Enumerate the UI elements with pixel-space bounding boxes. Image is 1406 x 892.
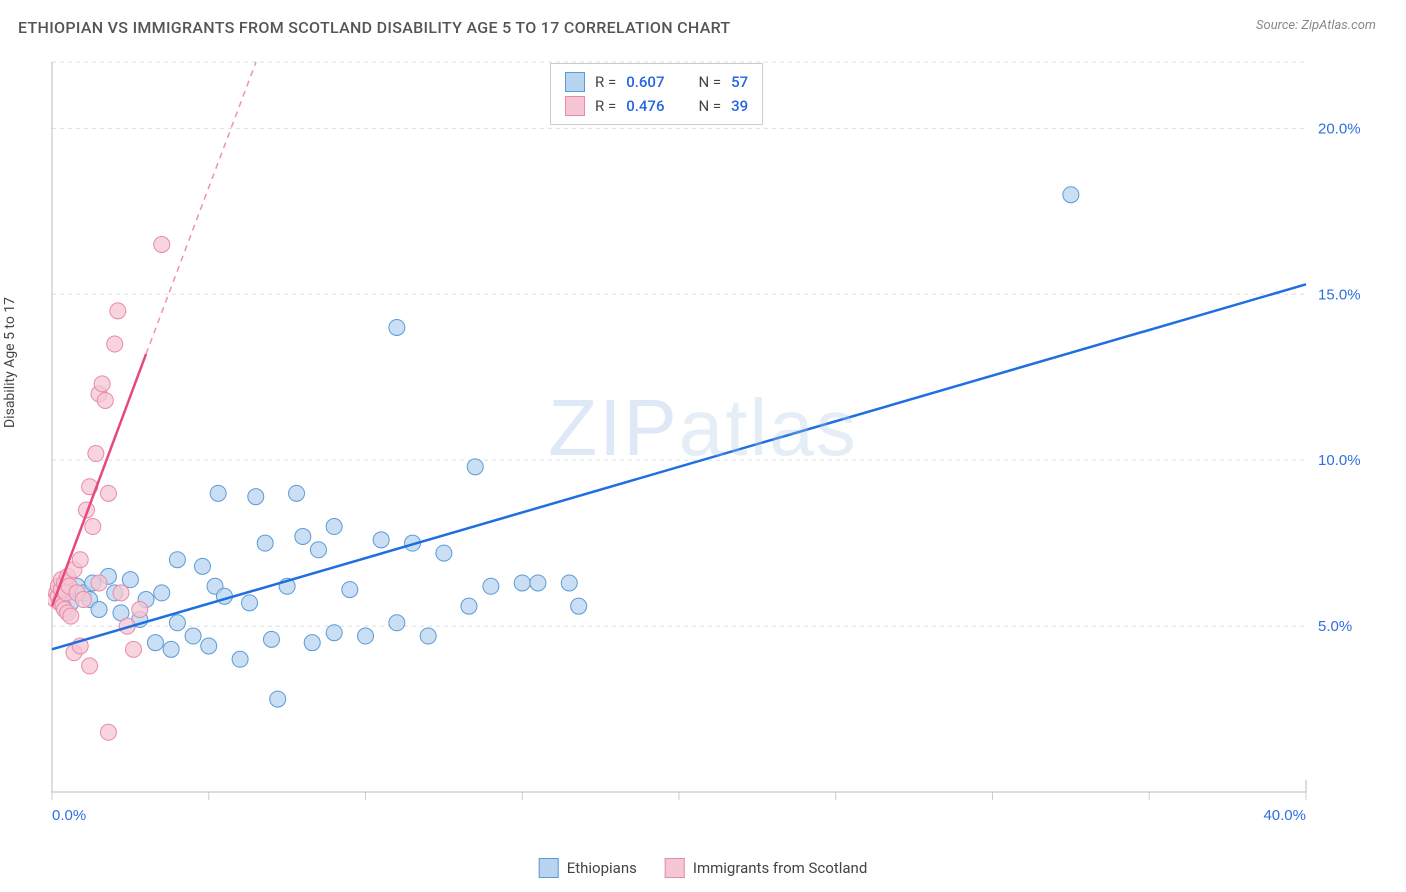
swatch-series2-legend xyxy=(665,858,685,878)
legend-item-series2: Immigrants from Scotland xyxy=(665,858,867,878)
svg-text:10.0%: 10.0% xyxy=(1318,452,1361,469)
svg-text:40.0%: 40.0% xyxy=(1263,807,1306,824)
stats-row-series1: R = 0.607 N = 57 xyxy=(565,70,748,94)
chart-title: ETHIOPIAN VS IMMIGRANTS FROM SCOTLAND DI… xyxy=(18,18,731,37)
legend-label-2: Immigrants from Scotland xyxy=(693,859,867,877)
svg-text:20.0%: 20.0% xyxy=(1318,120,1361,137)
stat-r-value-1: 0.607 xyxy=(626,73,664,91)
stat-n-label: N = xyxy=(698,73,721,91)
stat-n-value-2: 39 xyxy=(731,97,748,115)
chart-container: 5.0% 10.0% 15.0% 20.0% 0.0% 40.0% xyxy=(48,58,1378,838)
stat-r-value-2: 0.476 xyxy=(626,97,664,115)
stat-n-value-1: 57 xyxy=(731,73,748,91)
stat-n-label-2: N = xyxy=(698,97,721,115)
svg-text:5.0%: 5.0% xyxy=(1318,618,1352,635)
swatch-series1 xyxy=(565,72,585,92)
swatch-series1-legend xyxy=(539,858,559,878)
legend-label-1: Ethiopians xyxy=(567,859,637,877)
stats-row-series2: R = 0.476 N = 39 xyxy=(565,94,748,118)
scatter-chart: 5.0% 10.0% 15.0% 20.0% 0.0% 40.0% xyxy=(48,58,1378,838)
source-text: Source: ZipAtlas.com xyxy=(1256,18,1376,33)
y-axis-label: Disability Age 5 to 17 xyxy=(2,297,18,428)
svg-text:0.0%: 0.0% xyxy=(52,807,86,824)
svg-text:15.0%: 15.0% xyxy=(1318,286,1361,303)
stat-r-label: R = xyxy=(595,73,616,91)
stats-box: R = 0.607 N = 57 R = 0.476 N = 39 xyxy=(550,63,763,125)
legend-bottom: Ethiopians Immigrants from Scotland xyxy=(539,858,868,878)
swatch-series2 xyxy=(565,96,585,116)
stat-r-label-2: R = xyxy=(595,97,616,115)
legend-item-series1: Ethiopians xyxy=(539,858,637,878)
